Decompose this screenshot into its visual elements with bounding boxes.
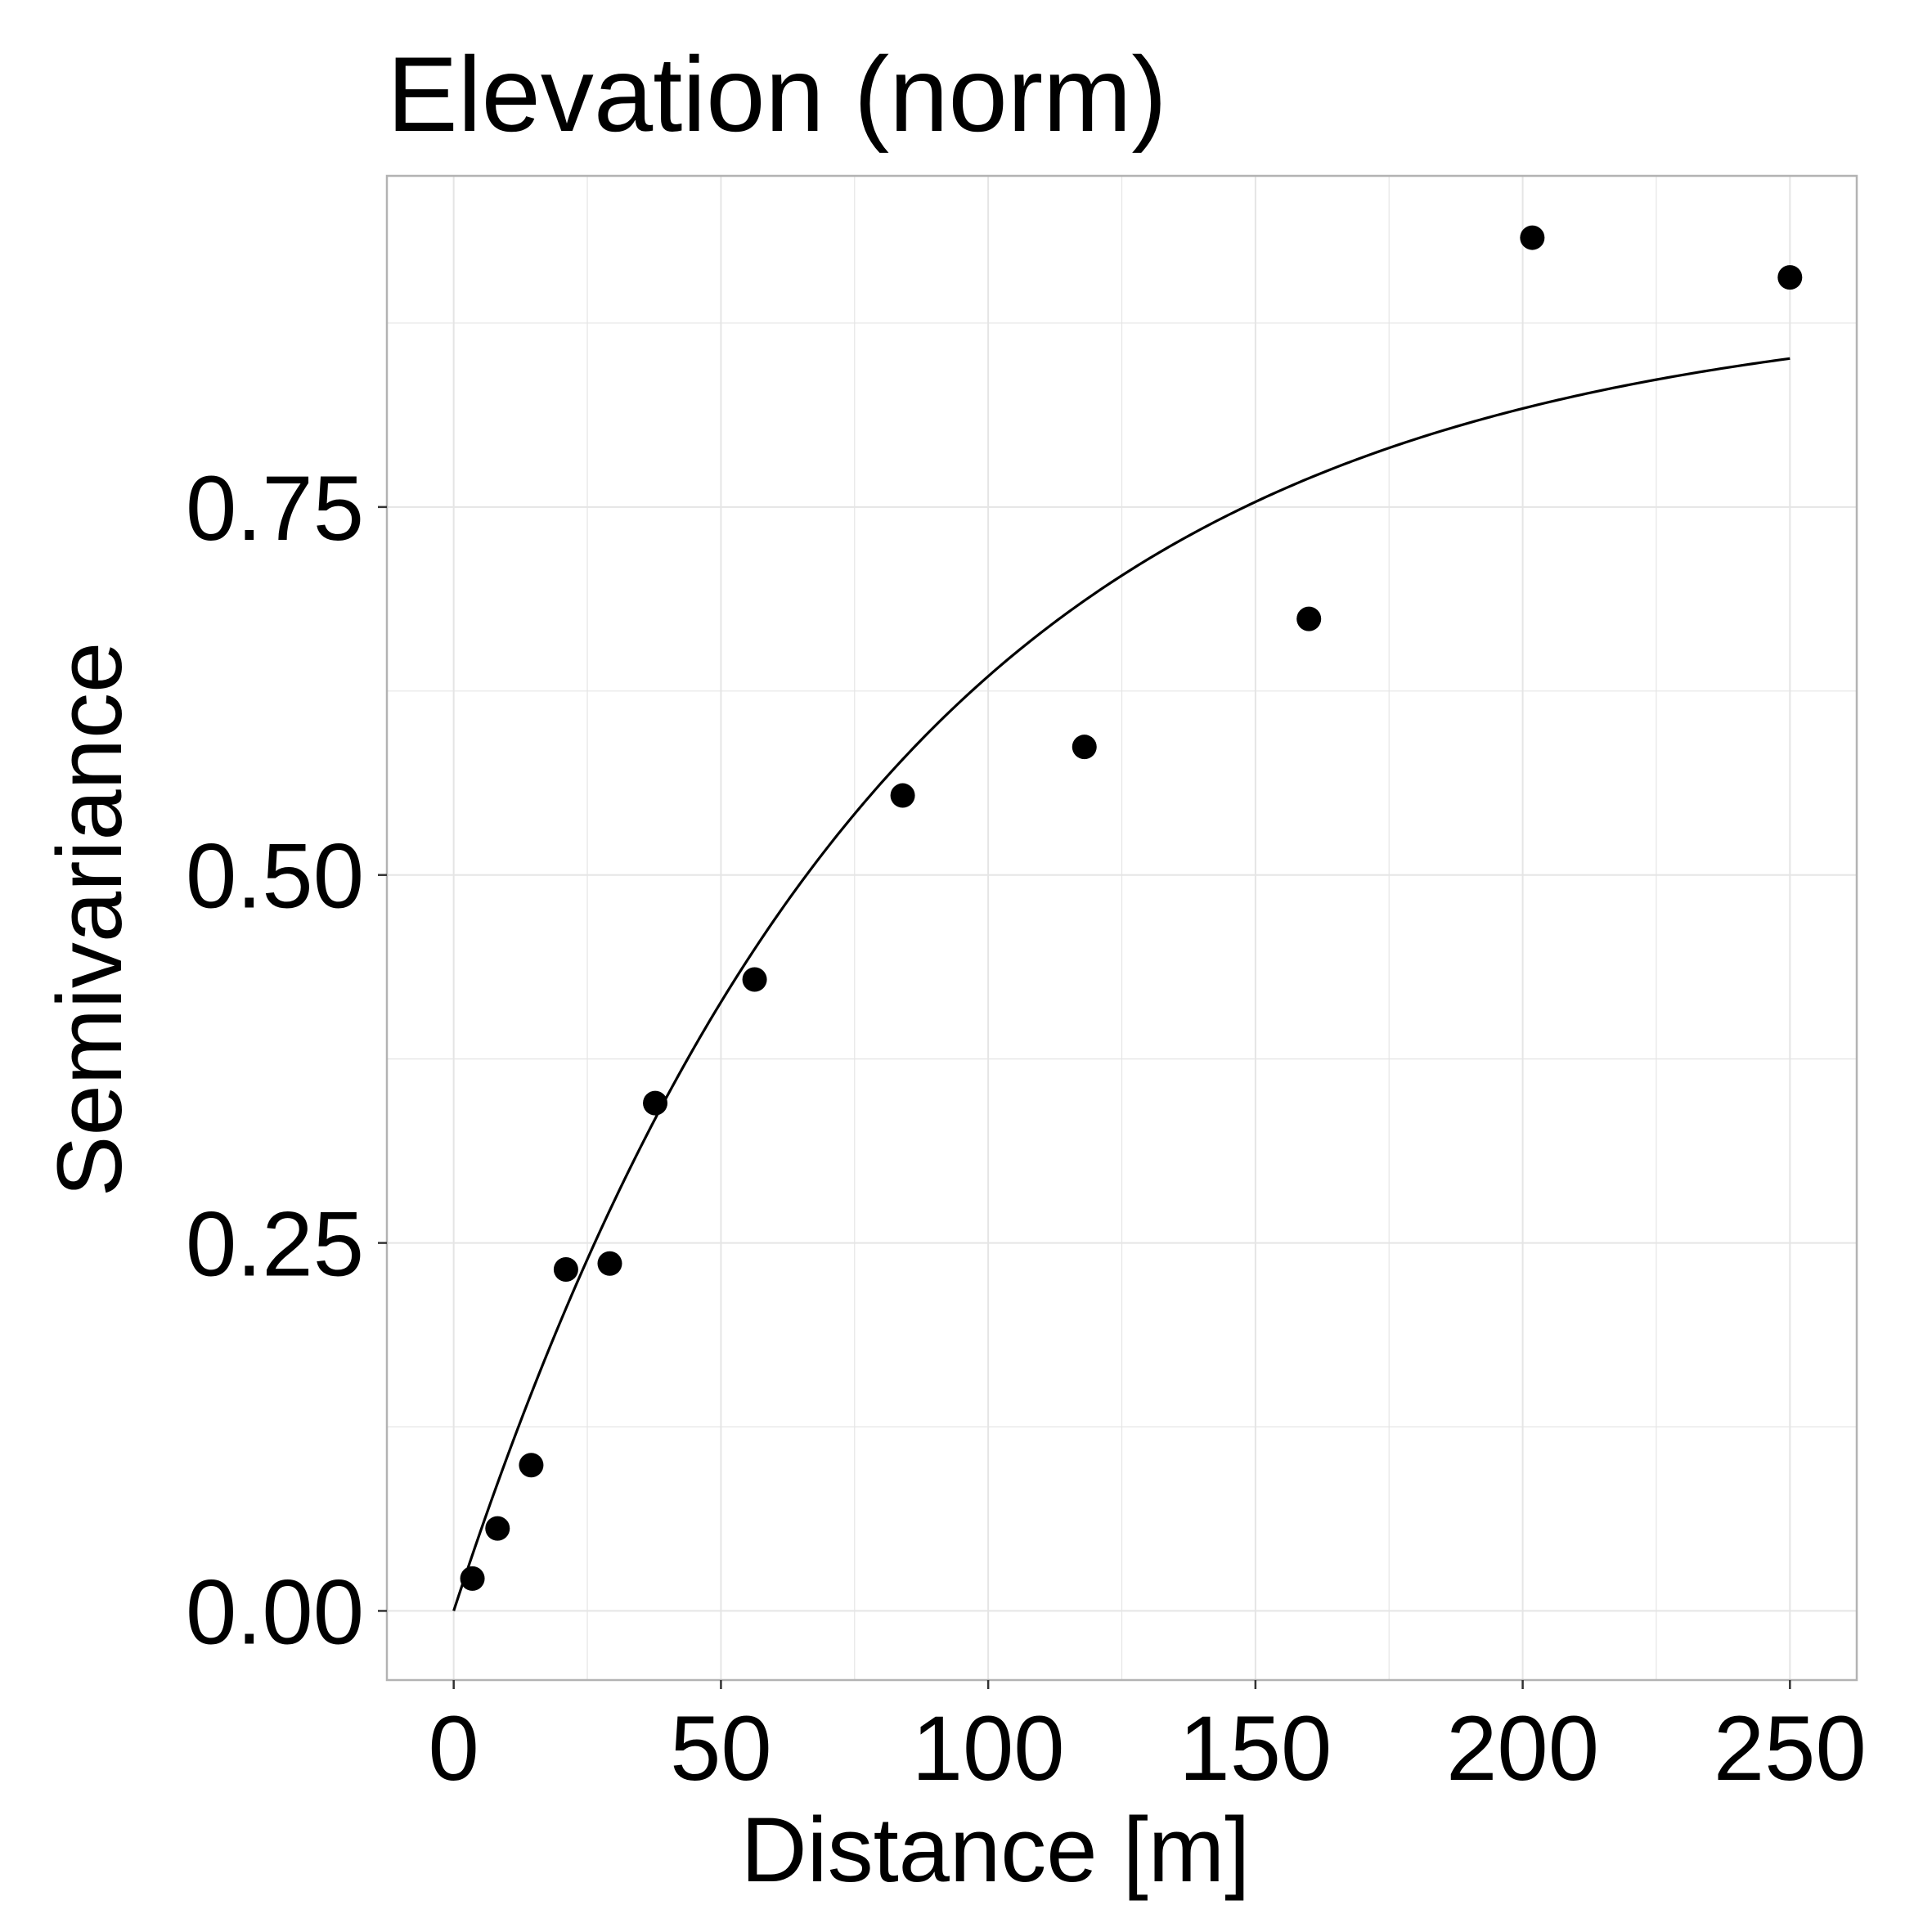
data-point bbox=[519, 1453, 544, 1478]
data-point bbox=[553, 1256, 578, 1282]
x-tick-label: 150 bbox=[1179, 1697, 1332, 1799]
x-tick-label: 0 bbox=[429, 1697, 479, 1799]
data-point bbox=[597, 1251, 622, 1276]
x-tick-label: 100 bbox=[912, 1697, 1065, 1799]
minor-gridlines bbox=[387, 176, 1857, 1680]
y-tick-labels: 0.00 0.25 0.50 0.75 bbox=[186, 457, 364, 1664]
data-point bbox=[742, 967, 767, 992]
data-points bbox=[460, 225, 1803, 1591]
y-tick-label: 0.25 bbox=[186, 1193, 364, 1296]
x-tick-label: 250 bbox=[1714, 1697, 1867, 1799]
x-tick-label: 50 bbox=[670, 1697, 772, 1799]
data-point bbox=[1296, 606, 1322, 631]
data-point bbox=[1072, 735, 1097, 760]
x-tick-labels: 0 50 100 150 200 250 bbox=[429, 1697, 1867, 1799]
x-axis-ticks bbox=[452, 1680, 1791, 1689]
data-point bbox=[643, 1090, 668, 1116]
y-tick-label: 0.50 bbox=[186, 825, 364, 928]
chart-title: Elevation (norm) bbox=[387, 34, 1167, 154]
panel-border bbox=[385, 174, 1858, 1682]
fitted-model-line bbox=[452, 357, 1790, 1611]
y-tick-label: 0.00 bbox=[186, 1561, 364, 1663]
x-tick-label: 200 bbox=[1446, 1697, 1599, 1799]
data-point bbox=[460, 1566, 485, 1591]
y-tick-label: 0.75 bbox=[186, 457, 364, 559]
y-axis-label: Semivariance bbox=[38, 642, 141, 1197]
data-point bbox=[890, 783, 915, 808]
major-gridlines bbox=[387, 176, 1857, 1680]
fitted-curve bbox=[452, 357, 1790, 1611]
y-axis-ticks bbox=[378, 505, 387, 1612]
data-point bbox=[485, 1516, 510, 1541]
data-point bbox=[1777, 265, 1803, 290]
data-point bbox=[1520, 225, 1545, 250]
x-axis-label: Distance [m] bbox=[741, 1799, 1250, 1901]
